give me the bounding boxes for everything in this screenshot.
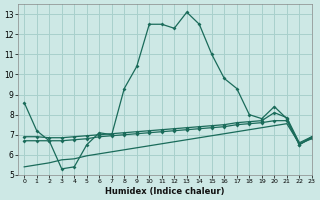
X-axis label: Humidex (Indice chaleur): Humidex (Indice chaleur) [105, 187, 225, 196]
